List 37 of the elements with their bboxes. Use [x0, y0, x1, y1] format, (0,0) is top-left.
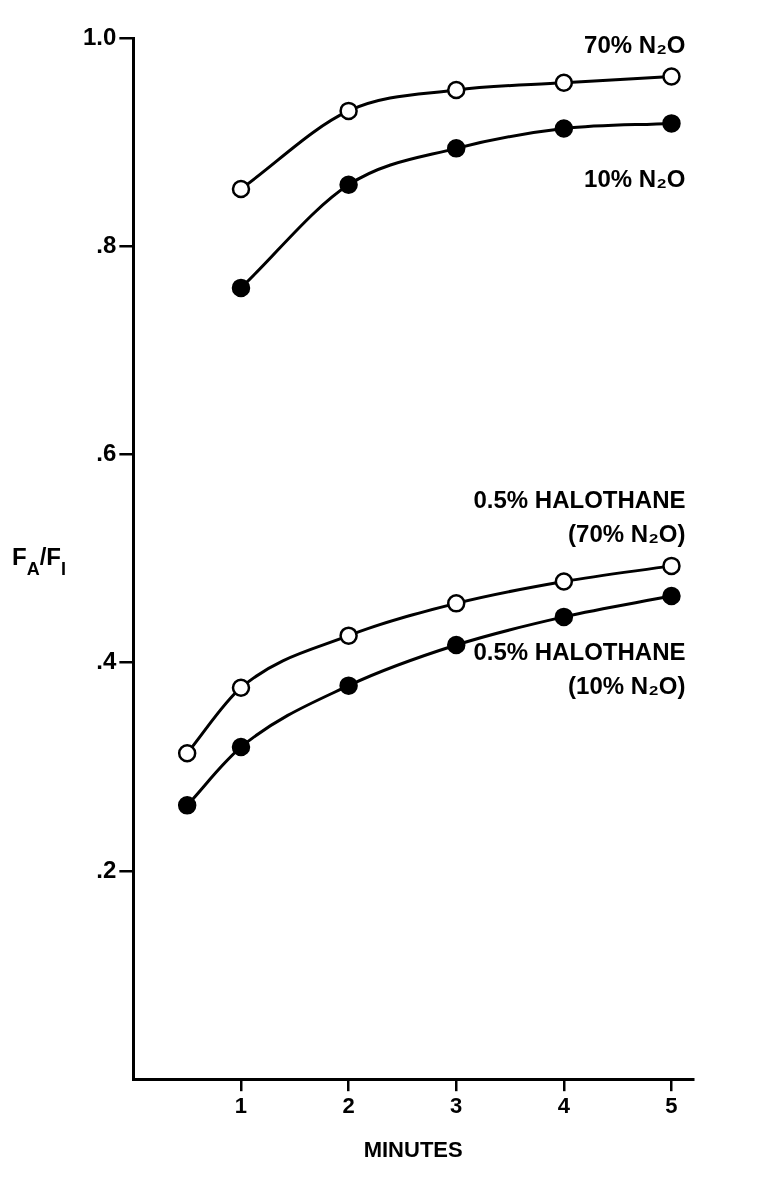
point: [554, 119, 574, 138]
point: [231, 678, 251, 697]
series-label: 0.5% HALOTHANE (10% N₂O): [473, 638, 686, 700]
y-tick-label: .2: [96, 855, 117, 883]
point: [554, 607, 574, 627]
point: [231, 179, 251, 199]
y-tick-label: .8: [96, 230, 117, 258]
point: [177, 796, 197, 815]
point: [662, 67, 681, 86]
point: [446, 635, 466, 655]
point: [662, 586, 681, 606]
point: [446, 80, 466, 100]
point: [339, 101, 358, 121]
point: [339, 676, 358, 695]
point: [662, 556, 681, 576]
point: [446, 139, 466, 158]
point: [231, 737, 251, 757]
point: [554, 572, 574, 591]
point: [554, 73, 574, 93]
y-tick-label: 1.0: [82, 22, 117, 50]
y-tick-label: .6: [96, 439, 117, 467]
y-tick-label: .4: [96, 647, 118, 675]
series-label: 70% N₂O: [584, 30, 686, 58]
series-label: 0.5% HALOTHANE (70% N₂O): [473, 485, 686, 547]
series-label: 10% N₂O: [584, 165, 686, 193]
x-tick-label: 5: [665, 1093, 678, 1119]
x-tick-label: 2: [342, 1093, 355, 1119]
point: [231, 278, 251, 298]
point: [339, 175, 358, 195]
point: [662, 114, 681, 133]
x-tick-label: 4: [557, 1093, 571, 1119]
x-axis-title: MINUTES: [363, 1136, 463, 1162]
point: [177, 744, 197, 763]
x-tick-label: 1: [234, 1093, 248, 1119]
x-tick-label: 3: [450, 1093, 463, 1119]
point: [446, 594, 466, 613]
point: [339, 626, 358, 645]
